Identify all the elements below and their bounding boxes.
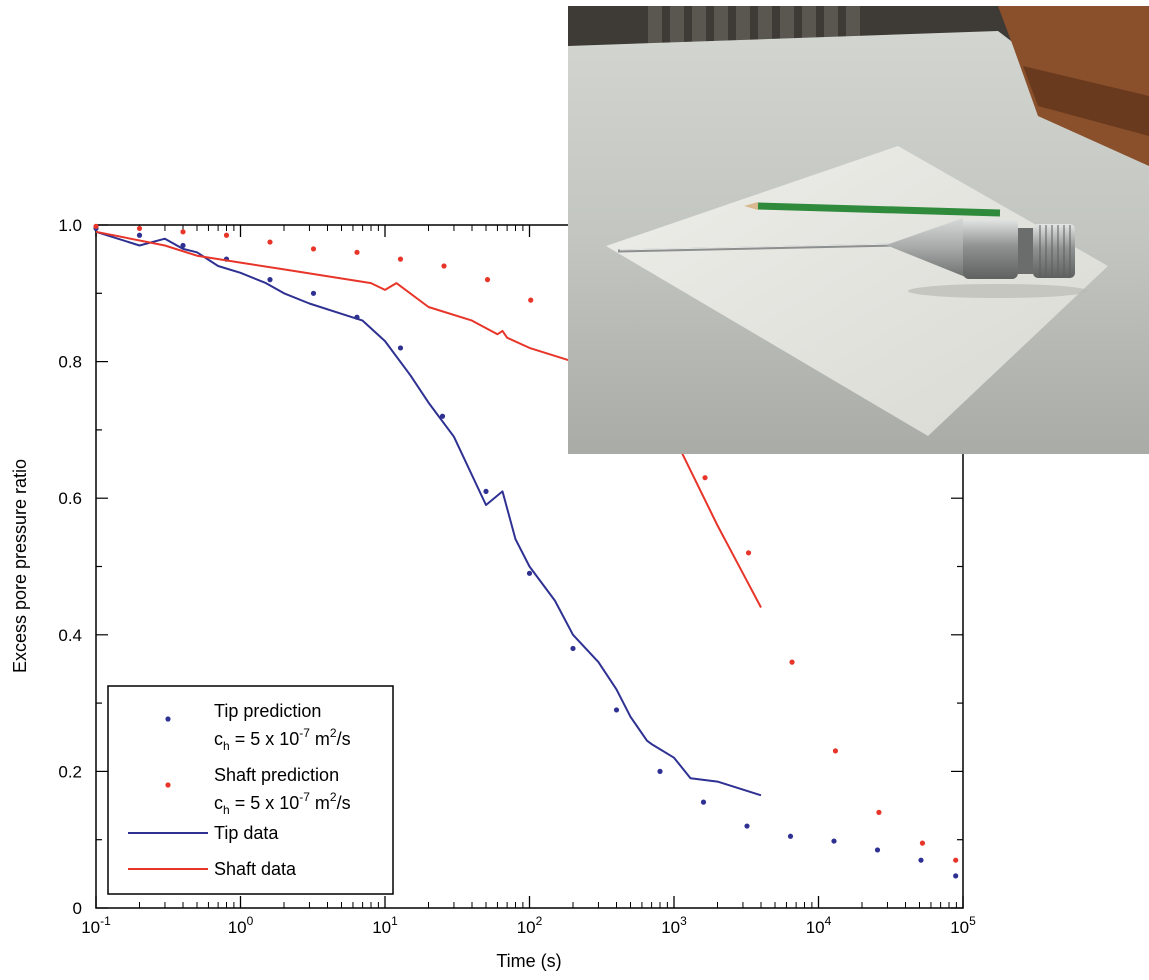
- y-tick-label: 0: [73, 899, 82, 918]
- probe-photo: [568, 6, 1149, 454]
- tip-prediction-point: [439, 413, 446, 419]
- tip-data-line: [95, 230, 762, 797]
- y-tick-label: 0.8: [58, 353, 82, 372]
- tip-prediction-point: [483, 488, 489, 494]
- y-tick-label: 1.0: [58, 216, 82, 235]
- tip-prediction-point: [526, 570, 533, 576]
- x-tick-label: 104: [806, 914, 832, 937]
- probe-thread: [1033, 224, 1075, 278]
- shaft-prediction-point: [441, 263, 447, 269]
- shaft-prediction-point: [528, 297, 534, 303]
- paper-sheet: [606, 146, 1108, 436]
- tip-prediction-point: [700, 799, 707, 805]
- shaft-prediction-point: [702, 475, 708, 481]
- tip-prediction-point: [180, 242, 186, 249]
- shaft-prediction-point: [484, 277, 491, 283]
- x-tick-label: 100: [228, 914, 254, 937]
- shaft-prediction-point: [267, 239, 273, 245]
- tip-prediction-point: [918, 857, 924, 863]
- legend-shaft-prediction-marker: [165, 782, 171, 788]
- y-tick-label: 0.2: [58, 762, 82, 781]
- tip-prediction-point: [657, 768, 663, 775]
- tip-prediction-point: [570, 645, 576, 652]
- chair-shadow: [1023, 66, 1149, 136]
- thread-lines: [1039, 225, 1071, 277]
- legend-shaft-data-label: Shaft data: [214, 859, 297, 879]
- probe-rod-highlight: [619, 243, 899, 251]
- pencil-tip: [744, 202, 758, 210]
- probe-cone: [886, 218, 968, 278]
- legend-tip-data-label: Tip data: [214, 823, 279, 843]
- y-tick-label: 0.6: [58, 489, 82, 508]
- shaft-prediction-point: [953, 857, 959, 863]
- shaft-prediction-point: [919, 840, 926, 846]
- tip-prediction-point: [831, 838, 837, 844]
- tip-prediction-point: [310, 290, 317, 296]
- legend-tip-prediction-marker: [165, 716, 171, 722]
- y-tick-labels: 0 0.2 0.4 0.6 0.8 1.0: [58, 216, 82, 918]
- shaft-prediction-point: [354, 249, 360, 255]
- x-tick-label: 101: [372, 914, 398, 937]
- probe-rod: [617, 243, 899, 253]
- shaft-prediction-point: [876, 809, 882, 815]
- probe-shadow: [908, 284, 1088, 298]
- shaft-prediction-point: [397, 256, 404, 262]
- x-tick-labels: 10-1 100 101 102 103 104 105: [81, 914, 976, 937]
- tip-prediction-point: [613, 707, 620, 713]
- tip-prediction-point: [136, 232, 143, 238]
- x-tick-label: 10-1: [81, 914, 111, 937]
- legend-tip-prediction-label: Tip prediction: [214, 701, 321, 721]
- shaft-prediction-point: [832, 748, 839, 754]
- x-tick-label: 102: [517, 914, 543, 937]
- tip-prediction-point: [787, 833, 794, 839]
- shaft-prediction-point: [136, 225, 143, 232]
- y-tick-label: 0.4: [58, 626, 82, 645]
- probe-body: [963, 219, 1018, 279]
- shaft-prediction-point: [180, 229, 186, 235]
- tip-prediction-point: [874, 847, 881, 853]
- pencil: [757, 202, 1001, 217]
- tip-prediction-point: [267, 277, 273, 283]
- legend-shaft-prediction-param: ch = 5 x 10-7 m2/s: [214, 790, 351, 817]
- shaft-prediction-point: [789, 659, 795, 665]
- shaft-prediction-point: [223, 232, 230, 238]
- probe-photo-drawing: [568, 6, 1149, 454]
- shaft-prediction-point: [745, 550, 752, 556]
- x-tick-label: 105: [950, 914, 976, 937]
- legend: Tip prediction ch = 5 x 10-7 m2/s Shaft …: [107, 685, 394, 895]
- tip-prediction-point: [744, 823, 750, 829]
- legend-tip-prediction-param: ch = 5 x 10-7 m2/s: [214, 726, 351, 753]
- y-axis-title: Excess pore pressure ratio: [10, 459, 30, 673]
- legend-box: [107, 685, 394, 895]
- x-tick-label: 103: [661, 914, 687, 937]
- legend-shaft-prediction-label: Shaft prediction: [214, 765, 339, 785]
- shaft-prediction-point: [93, 223, 99, 229]
- probe-collar: [1018, 228, 1033, 274]
- tip-prediction-point: [953, 873, 959, 879]
- x-axis-title: Time (s): [496, 951, 561, 971]
- shaft-prediction-point: [310, 246, 317, 252]
- tip-prediction-point: [397, 345, 404, 351]
